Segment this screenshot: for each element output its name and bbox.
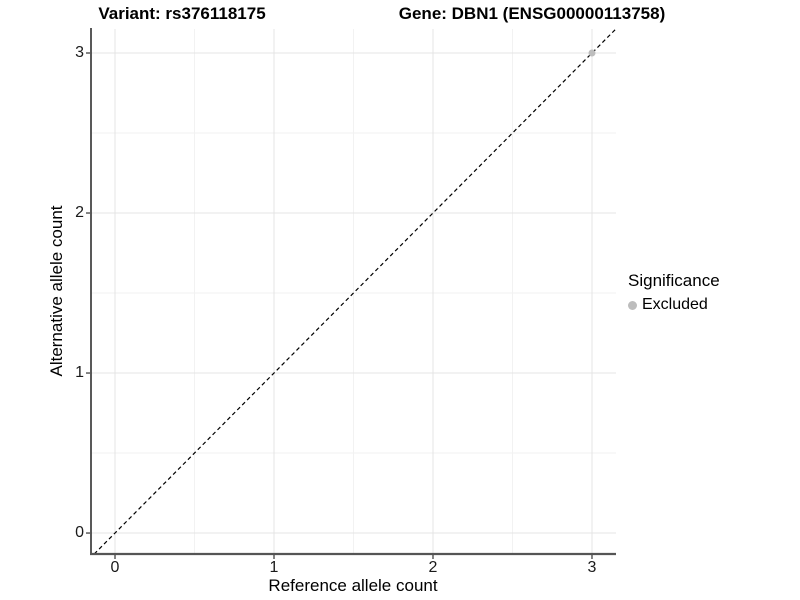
legend-item-label: Excluded bbox=[642, 296, 708, 313]
x-axis-title: Reference allele count bbox=[268, 576, 438, 595]
legend-swatch-dot-icon bbox=[628, 300, 637, 310]
legend-items: Excluded bbox=[628, 296, 720, 314]
y-tick-label: 3 bbox=[75, 44, 84, 61]
data-point bbox=[588, 49, 596, 57]
y-tick-label: 1 bbox=[75, 364, 84, 382]
plot-title-gene: Gene: DBN1 (ENSG00000113758) bbox=[398, 4, 666, 23]
y-axis-title: Alternative allele count bbox=[47, 205, 66, 377]
plot-title-variant: Variant: rs376118175 bbox=[98, 4, 266, 23]
legend-title: Significance bbox=[628, 271, 720, 290]
x-tick-label: 2 bbox=[428, 559, 438, 576]
y-tick-label: 0 bbox=[75, 524, 84, 542]
identity-line bbox=[93, 28, 617, 555]
x-tick-label: 0 bbox=[110, 559, 120, 576]
x-tick-label: 1 bbox=[269, 559, 279, 576]
legend: Significance Excluded bbox=[628, 271, 720, 314]
legend-item: Excluded bbox=[628, 296, 720, 314]
x-tick-label: 3 bbox=[587, 559, 597, 576]
y-tick-label: 2 bbox=[75, 204, 84, 221]
